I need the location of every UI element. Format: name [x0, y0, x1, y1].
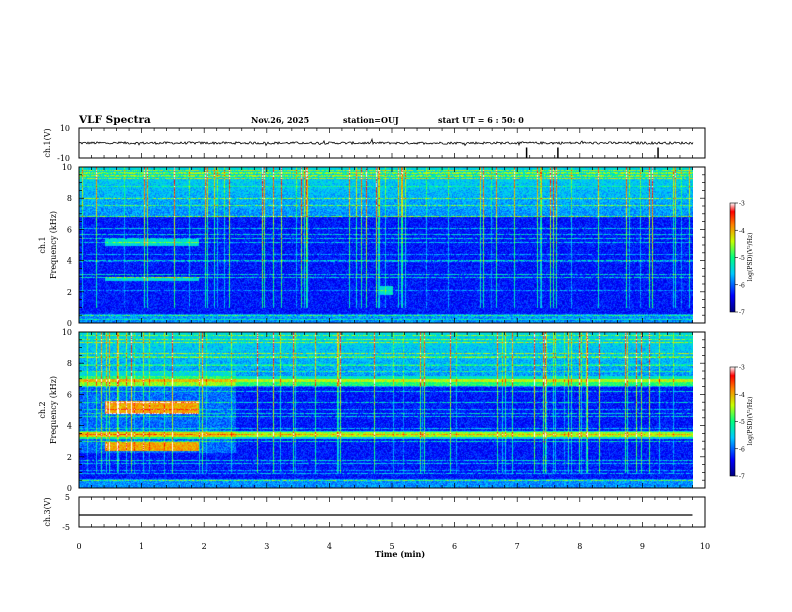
figure-start-ut: start UT = 6 : 50: 0	[438, 115, 524, 125]
freq-tick-label: 8	[67, 194, 72, 203]
ch3-waveform-panel: 5 -5 ch.3(V)	[43, 493, 706, 532]
ch3-ytick-bottom: -5	[62, 523, 70, 532]
ch2-freq-ticks: 0 2 4 6 8 10	[62, 328, 705, 493]
ch1-freq-ticks: 0 2 4 6 8 10	[62, 163, 705, 328]
figure-title: VLF Spectra	[78, 114, 151, 126]
ch2-spectrogram-image	[79, 332, 693, 488]
time-tick-label: 5	[389, 542, 394, 551]
figure-date: Nov.26, 2025	[251, 115, 309, 125]
freq-tick-label: 0	[67, 484, 72, 493]
ch1-spec-ylabel: Frequency (kHz)	[49, 211, 58, 279]
ch3-ylabel: ch.3(V)	[43, 497, 52, 526]
colorbar-tick-label: -6	[739, 446, 745, 453]
time-tick-label: 9	[640, 542, 645, 551]
freq-tick-label: 6	[67, 390, 72, 399]
colorbar-tick-label: -4	[739, 228, 745, 235]
freq-tick-label: 4	[67, 257, 72, 266]
colorbar-tick-label: -3	[739, 365, 745, 372]
colorbar-tick-label: -3	[739, 201, 745, 208]
ch1-ytick-top: 10	[60, 124, 70, 133]
ch2-colorbar-ticks: -3 -4 -5 -6 -7	[735, 365, 745, 481]
ch1-ylabel: ch.1(V)	[43, 128, 52, 157]
ch1-colorbar-label: log(PSD)(V²/Hz)	[747, 233, 754, 282]
freq-tick-label: 4	[67, 422, 72, 431]
colorbar-tick-label: -7	[739, 474, 745, 481]
figure-station: station=OUJ	[343, 115, 399, 125]
time-tick-label: 1	[139, 542, 144, 551]
ch1-spikes	[525, 147, 659, 158]
ch2-spec-label-channel: ch.2	[38, 401, 47, 418]
time-tick-label: 7	[515, 542, 520, 551]
time-ticks	[78, 128, 706, 527]
ch2-colorbar-label: log(PSD)(V²/Hz)	[747, 397, 754, 446]
time-tick-label: 8	[577, 542, 582, 551]
freq-tick-label: 0	[67, 319, 72, 328]
ch1-waveform-trace	[78, 137, 694, 147]
ch1-spectrogram-panel: 0 2 4 6 8 10 ch.1 Frequency (kHz)	[38, 163, 706, 328]
freq-tick-label: 6	[67, 225, 72, 234]
ch2-spec-ylabel: Frequency (kHz)	[49, 376, 58, 444]
freq-tick-label: 10	[62, 328, 72, 337]
ch1-spec-label-channel: ch.1	[38, 236, 47, 253]
ch1-waveform-panel: 10 -10 ch.1(V)	[43, 124, 706, 163]
ch2-colorbar: -3 -4 -5 -6 -7 log(PSD)(V²/Hz)	[729, 365, 754, 481]
colorbar-tick-label: -4	[739, 392, 745, 399]
freq-tick-label: 2	[67, 288, 72, 297]
time-tick-labels: 0 1 2 3 4 5 6 7 8 9 10	[76, 542, 710, 551]
colorbar-tick-label: -5	[739, 419, 745, 426]
ch1-ytick-bottom: -10	[57, 154, 70, 163]
ch3-ytick-top: 5	[65, 493, 70, 502]
time-tick-label: 2	[202, 542, 207, 551]
ch1-colorbar: -3 -4 -5 -6 -7 log(PSD)(V²/Hz)	[729, 201, 754, 317]
freq-tick-label: 2	[67, 453, 72, 462]
time-axis-label: Time (min)	[375, 549, 425, 559]
freq-tick-label: 8	[67, 359, 72, 368]
time-tick-label: 6	[452, 542, 457, 551]
colorbar-tick-label: -6	[739, 282, 745, 289]
ch1-colorbar-ticks: -3 -4 -5 -6 -7	[735, 201, 745, 317]
time-tick-label: 10	[700, 542, 710, 551]
time-tick-label: 4	[327, 542, 332, 551]
ch1-spectrogram-image	[79, 167, 693, 323]
colorbar-tick-label: -5	[739, 255, 745, 262]
freq-tick-label: 10	[62, 163, 72, 172]
colorbar-tick-label: -7	[739, 310, 745, 317]
ch2-spectrogram-panel: 0 2 4 6 8 10 ch.2 Frequency (kHz)	[38, 328, 706, 493]
time-tick-label: 3	[264, 542, 269, 551]
time-tick-label: 0	[76, 542, 81, 551]
